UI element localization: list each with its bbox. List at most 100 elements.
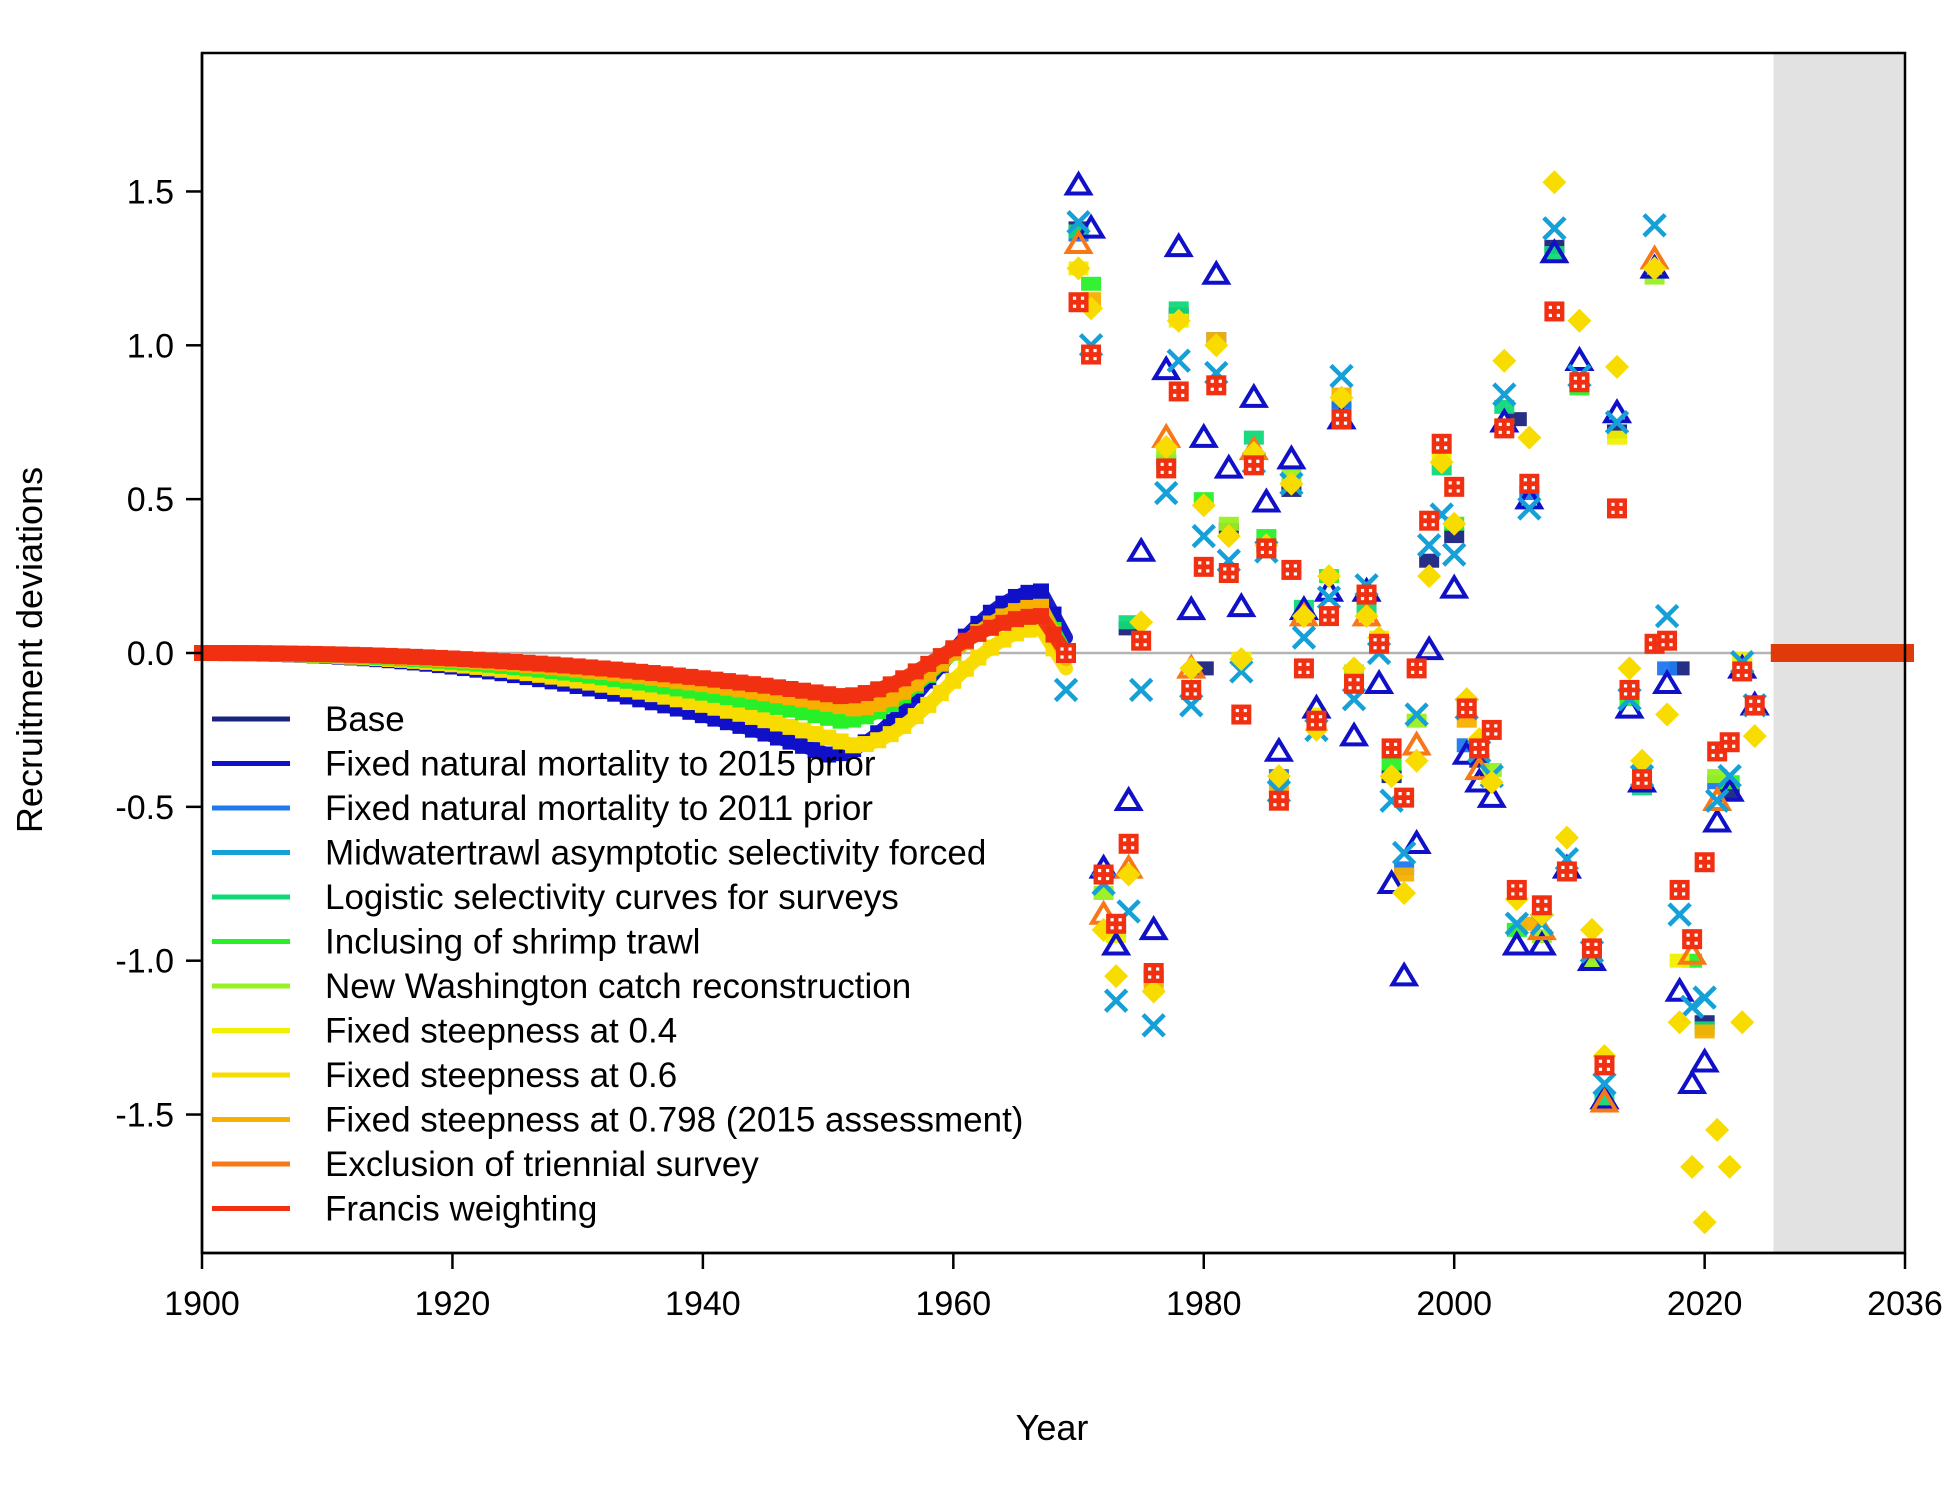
point-francis-weighting-1974-dot-0 xyxy=(1123,838,1127,842)
point-fixed-steepness-at-0-6-1975 xyxy=(1129,610,1154,635)
point-francis-weighting-2006-dot-3 xyxy=(1531,486,1535,490)
point-francis-weighting-1999-dot-0 xyxy=(1436,438,1440,442)
point-fixed-steepness-at-0-6-1995 xyxy=(1379,764,1404,789)
curve-marker-5-1908 xyxy=(294,645,311,662)
point-francis-weighting-1976-dot-3 xyxy=(1156,975,1160,979)
point-francis-weighting-2023-dot-0 xyxy=(1736,665,1740,670)
point-fixed-natural-mortality-to-2015-prior-1984 xyxy=(1238,382,1269,408)
point-fixed-steepness-at-0-6-1982 xyxy=(1216,524,1241,549)
point-francis-weighting-1978 xyxy=(1168,381,1189,402)
curve-marker-3-1949 xyxy=(807,706,824,723)
point-francis-weighting-1997-dot-3 xyxy=(1419,670,1423,674)
point-francis-weighting-1975-dot-2 xyxy=(1135,643,1139,647)
point-francis-weighting-1990-dot-2 xyxy=(1323,618,1327,622)
x-tick-label-2020: 2020 xyxy=(1667,1285,1743,1323)
point-fixed-steepness-at-0-6-1976 xyxy=(1141,979,1166,1004)
point-fixed-natural-mortality-to-2015-prior-1975 xyxy=(1126,536,1157,562)
point-francis-weighting-1980 xyxy=(1193,556,1214,577)
point-francis-weighting-1976-dot-0 xyxy=(1148,967,1152,971)
point-fixed-natural-mortality-to-2015-prior-1977 xyxy=(1151,355,1182,381)
point-francis-weighting-2000-dot-3 xyxy=(1456,489,1460,493)
curve-marker-5-1943 xyxy=(732,674,749,691)
point-francis-weighting-2004-dot-3 xyxy=(1506,430,1510,434)
point-francis-weighting-2005-dot-3 xyxy=(1519,892,1523,896)
point-inclusing-of-shrimp-trawl-1995 xyxy=(1381,756,1402,771)
point-francis-weighting-1983-dot-3 xyxy=(1243,716,1247,721)
point-fixed-natural-mortality-to-2015-prior-1979 xyxy=(1176,595,1207,621)
point-francis-weighting-2023-dot-2 xyxy=(1736,673,1740,678)
legend-label-7: New Washington catch reconstruction xyxy=(325,967,911,1006)
curve-marker-2-1942 xyxy=(719,702,736,719)
point-new-washington-catch-reconstruction-2021 xyxy=(1707,769,1728,784)
point-francis-weighting-1974-dot-2 xyxy=(1123,846,1127,850)
curve-marker-5-1923 xyxy=(482,652,499,669)
curve-marker-2-1940 xyxy=(694,696,711,713)
point-francis-weighting-1997 xyxy=(1406,658,1427,679)
point-francis-weighting-1994 xyxy=(1369,633,1390,654)
curve-marker-5-1903 xyxy=(231,645,248,662)
point-francis-weighting-2013-dot-0 xyxy=(1611,502,1615,506)
point-francis-weighting-2010-dot-2 xyxy=(1573,384,1578,388)
point-francis-weighting-2024-dot-0 xyxy=(1749,699,1753,703)
point-francis-weighting-1994-dot-3 xyxy=(1381,646,1385,650)
point-francis-weighting-1995-dot-1 xyxy=(1393,742,1398,746)
point-fixed-steepness-at-0-6-2015 xyxy=(1630,748,1655,773)
curve-marker-5-1927 xyxy=(532,655,549,672)
point-francis-weighting-1994-dot-0 xyxy=(1373,638,1377,642)
curve-marker-2-1948 xyxy=(795,722,812,739)
point-francis-weighting-1973-dot-3 xyxy=(1118,926,1122,930)
point-francis-weighting-2021-dot-3 xyxy=(1719,753,1723,758)
point-francis-weighting-1994-dot-2 xyxy=(1373,646,1377,650)
point-francis-weighting-2020-dot-3 xyxy=(1707,864,1711,868)
point-fixed-steepness-at-0-6-1990 xyxy=(1316,564,1341,589)
point-midwatertrawl-asymptotic-selectivity-forced-2022 xyxy=(1717,763,1742,789)
point-midwatertrawl-asymptotic-selectivity-forced-1975 xyxy=(1128,677,1154,703)
point-francis-weighting-1984-dot-0 xyxy=(1248,459,1252,463)
y-tick-label-4: -0.5 xyxy=(115,789,174,827)
point-fixed-natural-mortality-to-2015-prior-1995 xyxy=(1376,868,1407,895)
y-tick-label-5: -1.0 xyxy=(115,943,174,981)
curve-marker-5-1946 xyxy=(770,679,787,696)
curve-marker-5-1924 xyxy=(494,653,511,670)
point-francis-weighting-1973 xyxy=(1106,913,1127,934)
point-francis-weighting-2023 xyxy=(1732,661,1753,682)
point-fixed-natural-mortality-to-2015-prior-2018 xyxy=(1664,976,1695,1002)
point-francis-weighting-2001-dot-0 xyxy=(1461,702,1465,706)
point-fixed-steepness-at-0-6-2017 xyxy=(1655,702,1680,727)
curve-marker-1-1967 xyxy=(1032,583,1049,600)
point-francis-weighting-1972-dot-0 xyxy=(1097,868,1102,873)
point-francis-weighting-1993-dot-2 xyxy=(1360,596,1365,601)
point-francis-weighting-2003-dot-3 xyxy=(1494,732,1498,736)
point-fixed-steepness-at-0-6-2003 xyxy=(1479,770,1504,795)
point-francis-weighting-1979-dot-1 xyxy=(1193,684,1197,688)
point-francis-weighting-1986-dot-0 xyxy=(1273,795,1277,799)
point-francis-weighting-2021-dot-2 xyxy=(1711,753,1715,758)
point-francis-weighting-1999-dot-2 xyxy=(1436,446,1440,450)
point-francis-weighting-2014 xyxy=(1619,679,1640,700)
point-francis-weighting-1998-dot-2 xyxy=(1423,523,1427,527)
point-francis-weighting-1999 xyxy=(1431,433,1452,454)
point-fixed-natural-mortality-to-2015-prior-1992 xyxy=(1338,721,1370,747)
point-francis-weighting-1978-dot-3 xyxy=(1181,393,1185,398)
curve-marker-5-1931 xyxy=(582,659,599,676)
point-francis-weighting-1980-dot-1 xyxy=(1206,561,1210,565)
point-fixed-steepness-at-0-6-2016 xyxy=(1642,256,1667,281)
point-francis-weighting-1979 xyxy=(1181,679,1202,700)
point-midwatertrawl-asymptotic-selectivity-forced-2016 xyxy=(1642,213,1667,238)
point-fixed-steepness-at-0-6-1997 xyxy=(1404,748,1429,773)
legend-label-1: Base xyxy=(325,700,405,739)
curve-marker-5-1937 xyxy=(657,666,674,683)
point-francis-weighting-2001-dot-2 xyxy=(1461,710,1465,714)
point-base-1998 xyxy=(1419,553,1440,568)
point-francis-weighting-2005-dot-0 xyxy=(1511,884,1515,888)
point-francis-weighting-1975-dot-1 xyxy=(1143,635,1147,639)
point-fixed-natural-mortality-to-2015-prior-1998 xyxy=(1414,635,1445,661)
curve-marker-2-1941 xyxy=(707,699,724,716)
point-francis-weighting-2016-dot-0 xyxy=(1648,638,1653,642)
point-francis-weighting-1982-dot-1 xyxy=(1231,567,1235,571)
point-francis-weighting-1997-dot-0 xyxy=(1411,662,1415,666)
point-francis-weighting-1969-dot-3 xyxy=(1068,655,1072,659)
point-midwatertrawl-asymptotic-selectivity-forced-1998 xyxy=(1416,533,1442,558)
point-francis-weighting-1995-dot-0 xyxy=(1385,742,1390,746)
